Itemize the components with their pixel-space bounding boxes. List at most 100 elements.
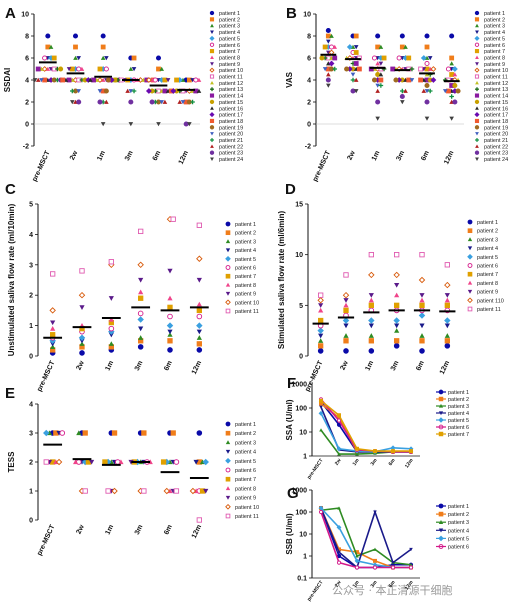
panel-c-point — [79, 350, 85, 356]
panel-b-legend-label: patient 14 — [484, 94, 508, 100]
panel-b-y-tick-label: 4 — [307, 78, 311, 85]
panel-c-point — [196, 341, 202, 347]
panel-d-y-tick-label: 0 — [299, 354, 303, 361]
panel-d-point — [343, 298, 349, 303]
panel-g-legend-label: patient 6 — [448, 545, 469, 551]
panel-a-legend-label: patient 8 — [219, 55, 240, 61]
panel-a-point — [39, 78, 44, 83]
panel-a-y-tick-label: 8 — [25, 34, 29, 41]
panel-f-series-point — [337, 452, 341, 456]
panel-b-legend-marker — [475, 80, 479, 85]
panel-a-point — [58, 66, 64, 72]
panel-c-point — [50, 320, 56, 326]
panel-d-point — [318, 317, 324, 324]
panel-a-point — [48, 44, 54, 49]
panel-d-point — [343, 272, 349, 278]
panel-g-series-point — [336, 524, 342, 530]
panel-a-y-tick-label: -2 — [23, 144, 29, 151]
panel-g-y-tick-label: 1000 — [291, 488, 307, 495]
panel-f-x-tick-label: 1m — [352, 457, 361, 467]
panel-e-point — [55, 458, 63, 466]
panel-b-letter: B — [286, 5, 297, 22]
panel-b-legend-marker — [475, 138, 479, 142]
panel-b-point — [326, 39, 331, 44]
panel-b-point — [371, 77, 377, 83]
panel-a-legend-marker — [210, 62, 214, 66]
panel-a-legend-label: patient 18 — [219, 119, 243, 125]
panel-d-legend-label: patient 7 — [477, 272, 498, 278]
panel-e-legend-marker — [225, 457, 231, 464]
panel-c-legend-marker — [225, 273, 231, 279]
panel-a-point — [100, 122, 106, 127]
panel-d-point — [343, 338, 349, 344]
panel-g-series-point — [318, 505, 324, 511]
panel-b-point — [442, 89, 448, 94]
panel-f-series-point — [319, 405, 323, 409]
panel-d-y-tick-label: 5 — [299, 303, 303, 310]
panel-b-point — [403, 44, 408, 49]
panel-c-legend-marker — [225, 291, 231, 296]
panel-b-point — [424, 99, 430, 105]
panel-d-y-tick-label: 10 — [295, 252, 303, 259]
panel-c-y-label: Unstimulated saliva flow rate (ml/10min) — [7, 203, 16, 356]
panel-b-y-tick-label: 6 — [307, 56, 311, 63]
panel-a-x-tick-label: 3m — [124, 150, 135, 162]
panel-c-point — [196, 307, 202, 314]
panel-a-point — [128, 122, 134, 127]
panel-b-point — [381, 55, 387, 61]
panel-a-point — [165, 78, 171, 83]
panel-c-y-tick-label: 3 — [29, 262, 33, 269]
panel-g-x-tick-label: 2w — [334, 580, 343, 589]
panel-a-x-tick-label: 6m — [152, 150, 163, 162]
panel-a-legend-marker — [209, 74, 215, 79]
panel-a-legend-marker — [209, 150, 215, 155]
panel-b-y-tick-label: 8 — [307, 34, 311, 41]
panel-c-point — [167, 313, 173, 320]
panel-e-point — [89, 459, 95, 465]
panel-a-point — [131, 67, 137, 72]
panel-c-legend-marker — [225, 248, 231, 253]
panel-b-point — [350, 77, 356, 83]
panel-f-x-tick-label: 3m — [370, 457, 379, 467]
panel-b-point — [378, 77, 384, 83]
panel-b-point — [375, 88, 380, 93]
panel-b-point — [344, 66, 350, 72]
panel-a-point — [79, 66, 85, 71]
panel-a-legend-label: patient 14 — [219, 94, 243, 100]
panel-c-legend-label: patient 1 — [235, 222, 256, 228]
panel-a-legend-marker — [209, 112, 215, 118]
panel-a-y-tick-label: 4 — [25, 78, 29, 85]
panel-g-y-tick-label: 100 — [295, 510, 307, 517]
panel-b-point — [449, 116, 454, 121]
panel-e-point — [82, 430, 88, 436]
panel-c-point — [138, 326, 144, 332]
panel-a-legend-label: patient 5 — [219, 36, 240, 42]
panel-d-point — [419, 333, 425, 338]
panel-e-point — [105, 488, 111, 494]
panel-d-legend-marker — [467, 263, 473, 268]
panel-c-point — [138, 277, 144, 283]
watermark: 公众号 · 本正清源干细胞 — [332, 583, 453, 597]
panel-f-x-tick-label: 2w — [334, 458, 343, 467]
panel-b-legend-label: patient 10 — [484, 68, 508, 74]
panel-c-legend-marker — [225, 265, 231, 270]
panel-c-point — [50, 326, 56, 331]
panel-b-legend-label: patient 3 — [484, 24, 505, 30]
panel-c-point — [137, 344, 144, 350]
panel-b-x-tick-label: 3m — [396, 150, 407, 162]
panel-e-legend-label: patient 9 — [235, 496, 256, 502]
panel-b-legend-marker — [474, 49, 480, 54]
panel-a-point — [162, 99, 168, 104]
panel-e-point — [59, 430, 66, 436]
panel-b-legend-label: patient 13 — [484, 87, 508, 93]
panel-d-point — [444, 302, 450, 308]
panel-a-legend-marker — [209, 35, 215, 41]
panel-a-legend-label: patient 23 — [219, 151, 243, 157]
panel-e-point — [43, 459, 49, 465]
panel-d-point — [444, 317, 451, 324]
panel-g-x-tick-label: 1m — [352, 579, 361, 589]
panel-c-point — [79, 341, 85, 346]
panel-e-legend-marker — [225, 421, 231, 427]
panel-f-series-point — [355, 452, 359, 456]
panel-b-legend-marker — [475, 157, 479, 161]
